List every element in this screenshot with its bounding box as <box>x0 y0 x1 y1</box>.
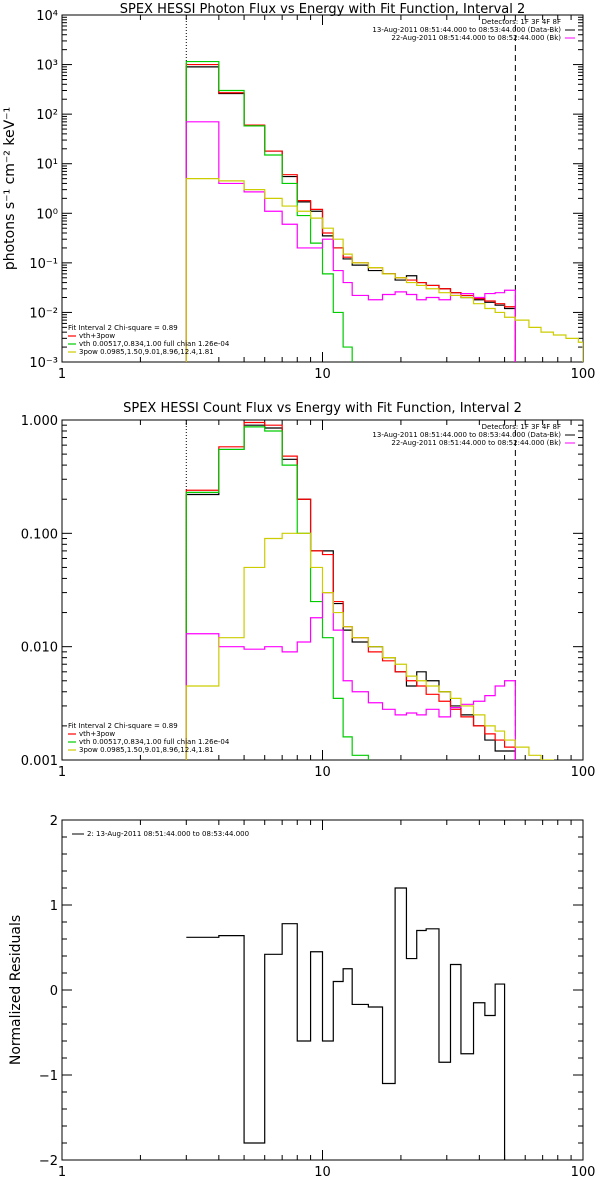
legend-bottom-text: Fit Interval 2 Chi-square = 0.89 <box>68 324 178 332</box>
y-tick-label: 10³ <box>36 59 58 74</box>
legend-bottom-text: 3pow 0.0985,1.50,9.01,8.96,12.4,1.81 <box>79 348 214 356</box>
series-line-0 <box>185 66 516 362</box>
series-group <box>186 887 506 1160</box>
series-line-0 <box>185 424 516 760</box>
legend-bottom-text: 3pow 0.0985,1.50,9.01,8.96,12.4,1.81 <box>79 746 214 754</box>
y-axis-label: Normalized Residuals <box>8 915 24 1065</box>
y-axis-label: photons s⁻¹ cm⁻² keV⁻¹ <box>2 107 18 270</box>
x-tick-label: 100 <box>571 765 596 780</box>
x-tick-label: 100 <box>571 367 596 382</box>
x-tick-label: 10 <box>314 765 331 780</box>
chart-title: SPEX HESSI Count Flux vs Energy with Fit… <box>123 401 522 416</box>
legend-top-text: 13-Aug-2011 08:51:44.000 to 08:53:44.000… <box>372 431 561 439</box>
plot-frame <box>61 14 584 363</box>
y-tick-label: 10⁻² <box>29 306 58 321</box>
legend-bottom-text: vth 0.00517,0.834,1.00 full chian 1.26e-… <box>79 738 230 746</box>
legend-bottom-text: vth+3pow <box>79 730 115 738</box>
legend-bottom-text: Fit Interval 2 Chi-square = 0.89 <box>68 722 178 730</box>
series-group <box>185 421 555 760</box>
x-tick-label: 10 <box>314 1165 331 1180</box>
legend-top-text: 22-Aug-2011 08:51:44.000 to 08:52:44.000… <box>391 439 561 447</box>
legend-top-text: Detectors: 1F 3F 4F 8F <box>482 18 561 26</box>
y-tick-label: 10¹ <box>36 158 58 173</box>
x-tick-label: 1 <box>58 1165 66 1180</box>
y-tick-label: 0.001 <box>21 754 58 769</box>
x-tick-label: 1 <box>58 367 66 382</box>
legend-top-text: 13-Aug-2011 08:51:44.000 to 08:53:44.000… <box>372 26 561 34</box>
y-tick-label: −1 <box>39 1069 58 1084</box>
series-line-0 <box>186 887 506 1160</box>
legend-top-text: 22-Aug-2011 08:51:44.000 to 08:52:44.000… <box>391 34 561 42</box>
y-tick-label: 10⁴ <box>36 9 58 24</box>
x-tick-label: 10 <box>314 367 331 382</box>
series-line-4 <box>185 178 583 362</box>
series-line-3 <box>185 591 516 760</box>
y-tick-label: 10² <box>36 108 58 123</box>
legend-top-text: 2: 13-Aug-2011 08:51:44.000 to 08:53:44.… <box>87 830 249 838</box>
series-line-4 <box>185 532 555 760</box>
y-tick-label: 10⁻³ <box>29 356 58 371</box>
y-tick-label: 1 <box>50 899 58 914</box>
series-line-1 <box>185 421 516 760</box>
series-line-1 <box>185 63 516 362</box>
y-tick-label: 0.100 <box>21 527 58 542</box>
chart-title: SPEX HESSI Photon Flux vs Energy with Fi… <box>120 2 526 17</box>
x-tick-label: 1 <box>58 765 66 780</box>
series-group <box>185 60 583 362</box>
y-tick-label: −2 <box>39 1154 58 1169</box>
y-tick-label: 10⁻¹ <box>29 257 58 272</box>
legend-bottom-text: vth 0.00517,0.834,1.00 full chian 1.26e-… <box>79 340 230 348</box>
x-tick-label: 100 <box>571 1165 596 1180</box>
y-tick-label: 0 <box>50 984 58 999</box>
y-tick-label: 2 <box>50 814 58 829</box>
y-tick-label: 10⁰ <box>36 207 58 222</box>
legend-bottom-text: vth+3pow <box>79 332 115 340</box>
y-tick-label: 0.010 <box>21 641 58 656</box>
y-tick-label: 1.000 <box>21 414 58 429</box>
legend-top-text: Detectors: 1F 3F 4F 8F <box>482 423 561 431</box>
series-line-2 <box>185 60 353 362</box>
series-line-3 <box>185 121 516 362</box>
